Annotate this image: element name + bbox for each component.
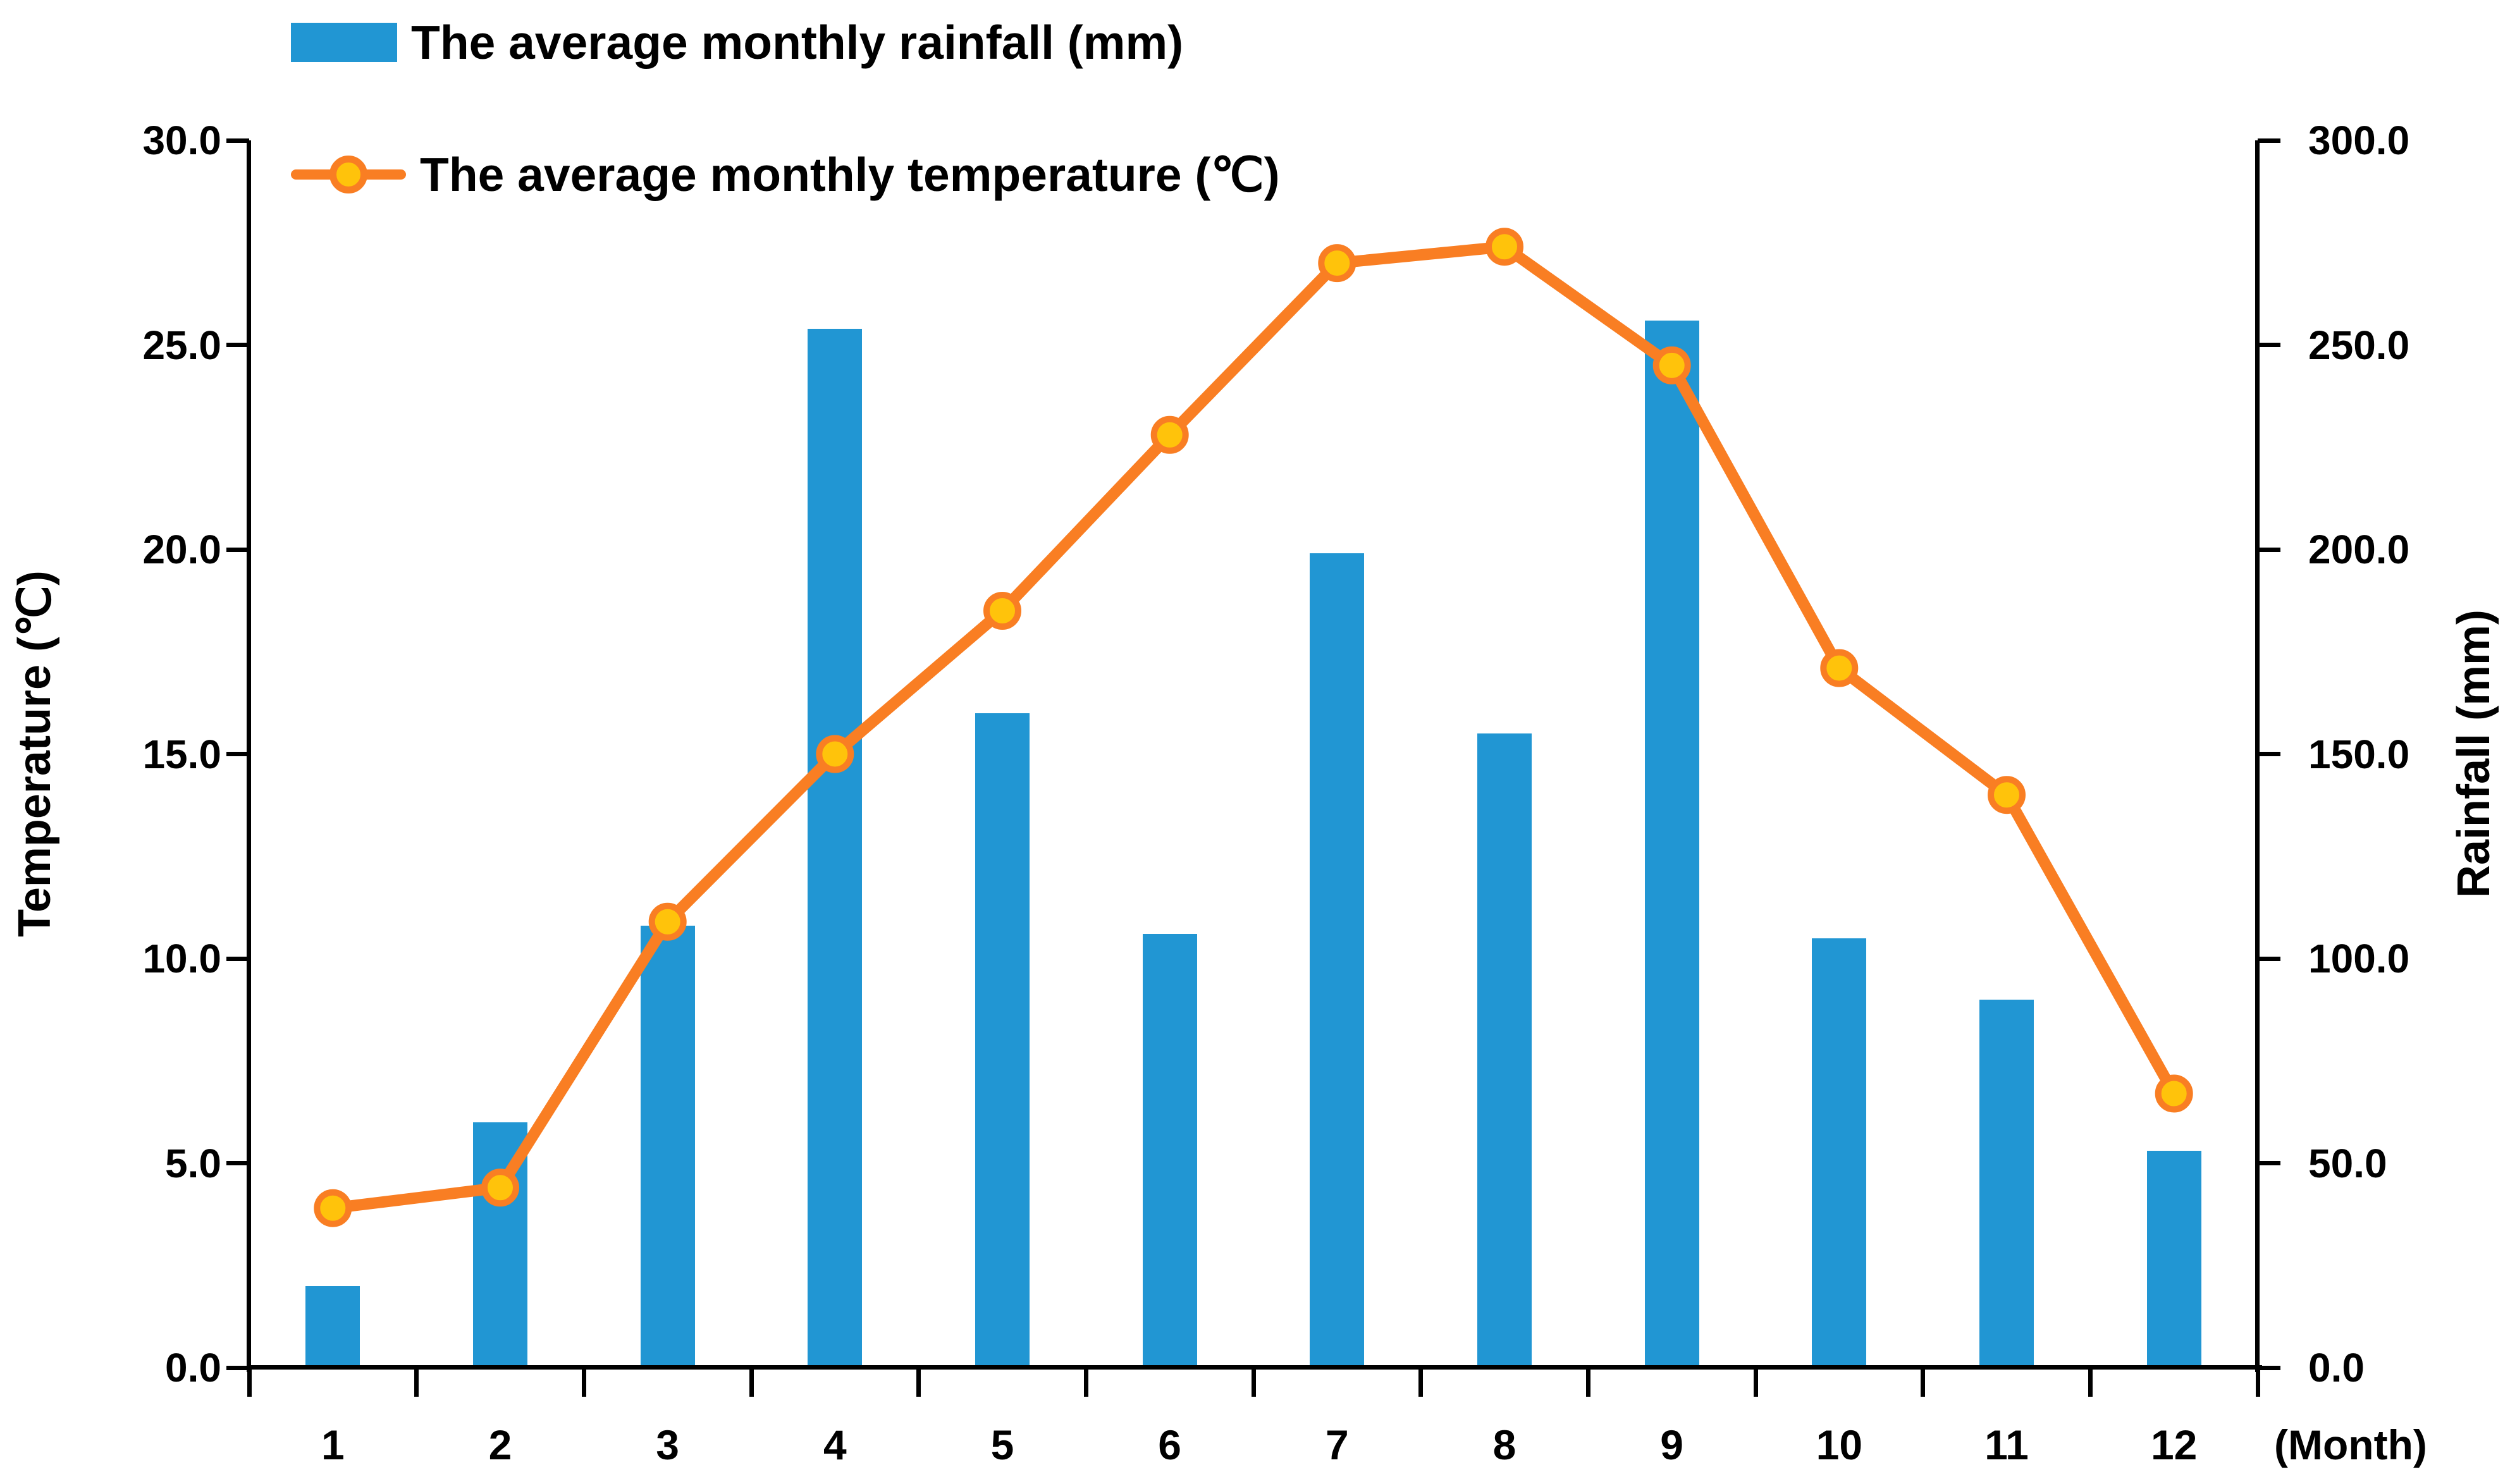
x-axis-tick [1418,1368,1424,1397]
bar-month-12 [2146,1151,2201,1368]
x-axis-tick [749,1368,754,1397]
bar-month-8 [1477,733,1532,1368]
bar-month-6 [1142,934,1197,1368]
bar-month-9 [1644,320,1699,1368]
x-axis-tick [581,1368,586,1397]
x-axis-label-month-3: 3 [656,1421,680,1468]
right-axis-tick [2258,1365,2280,1370]
left-axis-tick [226,138,249,143]
left-axis-tick-label: 15.0 [142,731,221,777]
right-axis-tick-label: 200.0 [2308,527,2410,572]
x-axis-tick [1753,1368,1758,1397]
left-axis-tick [226,1161,249,1165]
x-axis-label-month-6: 6 [1158,1421,1182,1468]
x-axis-tick [2255,1368,2260,1397]
right-axis-tick-label: 100.0 [2308,936,2410,981]
right-axis-tick [2258,138,2280,143]
bar-month-4 [808,328,863,1368]
bar-month-10 [1812,938,1867,1368]
temp-point-month-9 [1652,346,1691,384]
bar-month-1 [305,1285,360,1368]
left-axis-line [247,140,251,1372]
temp-point-month-7 [1318,244,1357,283]
temp-point-month-12 [2155,1074,2193,1113]
right-axis-line [2255,140,2260,1372]
right-axis-tick [2258,956,2280,961]
temp-point-month-10 [1820,649,1859,687]
right-axis-tick [2258,343,2280,347]
left-axis-tick [226,956,249,961]
temp-point-month-2 [481,1168,519,1207]
bar-month-7 [1310,553,1365,1368]
left-axis-tick-label: 0.0 [165,1345,221,1390]
x-axis-label-month-5: 5 [990,1421,1014,1468]
right-axis-tick [2258,752,2280,756]
left-axis-tick [226,752,249,756]
left-axis-tick-label: 30.0 [142,118,221,163]
right-axis-tick [2258,547,2280,552]
right-axis-tick [2258,1161,2280,1165]
right-axis-tick-label: 150.0 [2308,731,2410,777]
temp-point-month-11 [1988,776,2026,814]
legend: The average monthly rainfall (mm) The av… [291,0,1682,215]
x-axis-tick [247,1368,252,1397]
legend-marker-dot-icon [329,156,367,193]
rainfall-series-swatch [291,23,397,62]
x-axis-label-month-4: 4 [823,1421,847,1468]
x-axis-label-month-9: 9 [1660,1421,1684,1468]
x-axis-tick [1083,1368,1088,1397]
x-axis-tick [2088,1368,2093,1397]
x-axis-line [247,1365,2262,1370]
x-axis-unit-label: (Month) [2274,1421,2427,1468]
bar-month-5 [975,713,1030,1368]
x-axis-label-month-12: 12 [2150,1421,2198,1468]
bar-month-3 [640,926,695,1368]
x-axis-label-month-10: 10 [1816,1421,1863,1468]
x-axis-label-month-1: 1 [321,1421,345,1468]
right-axis-tick-label: 0.0 [2308,1345,2365,1390]
x-axis-tick [414,1368,419,1397]
left-axis-tick [226,343,249,347]
left-axis-tick [226,547,249,552]
legend-item-temperature: The average monthly temperature (℃) [291,146,1280,203]
right-axis-tick-label: 50.0 [2308,1140,2387,1186]
legend-label-rainfall: The average monthly rainfall (mm) [411,16,1184,69]
right-axis-title: Rainfall (mm) [2449,609,2499,898]
right-axis-tick-label: 250.0 [2308,322,2410,368]
x-axis-tick [1251,1368,1256,1397]
left-axis-title: Temperature (℃) [9,570,60,937]
temp-point-month-3 [648,902,687,941]
left-axis-tick [226,1365,249,1370]
x-axis-label-month-2: 2 [488,1421,512,1468]
x-axis-label-month-8: 8 [1492,1421,1516,1468]
x-axis-tick [1921,1368,1926,1397]
x-axis-label-month-7: 7 [1325,1421,1349,1468]
bar-month-11 [1979,999,2034,1368]
left-axis-tick-label: 5.0 [165,1140,221,1186]
right-axis-tick-label: 300.0 [2308,118,2410,163]
temperature-series-swatch [291,154,406,195]
temp-point-month-5 [983,592,1021,630]
x-axis-tick [916,1368,921,1397]
x-axis-label-month-11: 11 [1984,1421,2029,1468]
left-axis-tick-label: 10.0 [142,936,221,981]
left-axis-tick-label: 20.0 [142,527,221,572]
temp-point-month-8 [1486,228,1523,266]
left-axis-tick-label: 25.0 [142,322,221,368]
temp-point-month-6 [1150,415,1189,454]
legend-item-rainfall: The average monthly rainfall (mm) [291,14,1183,71]
x-axis-tick [1585,1368,1590,1397]
legend-label-temperature: The average monthly temperature (℃) [420,148,1280,201]
temp-point-month-4 [816,735,854,773]
temp-point-month-1 [314,1189,352,1227]
temperature-line [327,241,2180,1214]
